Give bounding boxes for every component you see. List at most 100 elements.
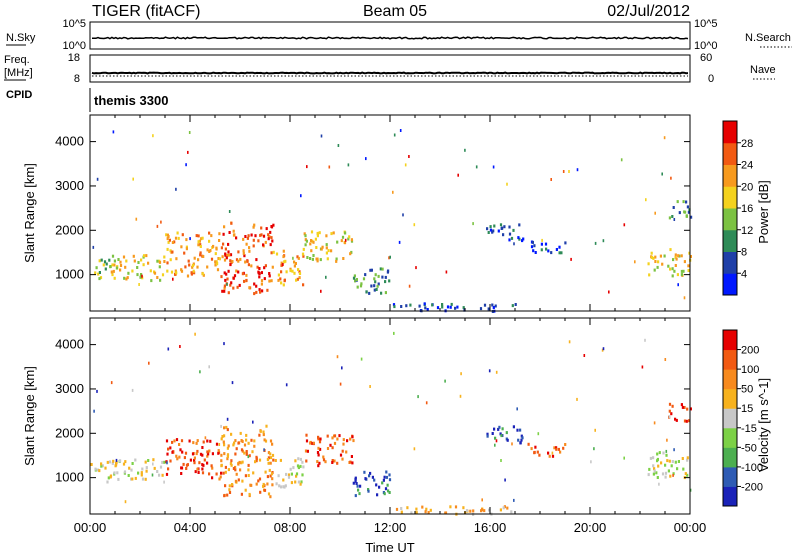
- velocity-cell: [454, 505, 458, 509]
- velocity-cell: [341, 457, 344, 461]
- velocity-cell: [386, 483, 389, 487]
- power-cell: [532, 249, 535, 253]
- velocity-cell: [294, 459, 297, 463]
- velocity-cell: [299, 482, 302, 486]
- velocity-cell: [267, 461, 270, 465]
- velocity-cell: [367, 489, 370, 493]
- velocity-cell: [165, 472, 169, 476]
- power-cell: [489, 228, 492, 232]
- power-cell: [647, 262, 650, 266]
- power-cell: [689, 255, 692, 258]
- velocity-y-tick-label: 1000: [55, 470, 84, 485]
- power-cell: [657, 260, 660, 264]
- velocity-y-tick-label: 2000: [55, 425, 84, 440]
- velocity-cell: [234, 468, 237, 472]
- velocity-cell: [393, 331, 395, 335]
- power-cell: [143, 254, 146, 258]
- power-cell: [230, 221, 233, 225]
- velocity-cell: [521, 436, 524, 440]
- velocity-cell: [333, 459, 336, 463]
- velocity-cell: [112, 459, 115, 463]
- velocity-cell: [226, 428, 229, 432]
- velocity-cell: [367, 488, 370, 491]
- power-cell: [193, 256, 196, 260]
- velocity-cell: [180, 472, 183, 475]
- velocity-scatter: [90, 331, 692, 516]
- power-cell: [216, 262, 219, 265]
- power-cell: [677, 283, 679, 287]
- velocity-cell: [676, 467, 679, 471]
- power-cell: [168, 238, 171, 242]
- velocity-cell: [117, 477, 120, 481]
- velocity-cell: [141, 467, 144, 471]
- velocity-colorbar-tick-label: -15: [741, 423, 757, 435]
- velocity-cell: [220, 463, 223, 467]
- power-cell: [669, 248, 672, 252]
- velocity-cell: [369, 385, 371, 388]
- velocity-cell: [648, 467, 651, 471]
- power-cell: [180, 268, 183, 272]
- power-cell: [218, 257, 221, 261]
- power-cell: [113, 259, 116, 263]
- velocity-cell: [201, 471, 205, 475]
- power-cell: [222, 232, 225, 236]
- velocity-cell: [244, 474, 247, 478]
- power-cell: [248, 246, 251, 250]
- power-cell: [185, 247, 188, 251]
- velocity-cell: [685, 419, 688, 423]
- power-cell: [262, 243, 265, 247]
- velocity-cell: [292, 466, 295, 470]
- power-cell: [285, 270, 288, 274]
- velocity-cell: [318, 461, 321, 465]
- power-cell: [352, 276, 356, 280]
- power-cell: [680, 254, 683, 258]
- velocity-cell: [385, 475, 388, 479]
- velocity-cell: [285, 383, 288, 387]
- power-cell: [489, 225, 492, 229]
- power-cell: [252, 238, 255, 242]
- noise-strip: N.Sky 10^5 10^0 10^5 10^0 N.Search: [6, 18, 792, 52]
- power-cell: [235, 269, 238, 273]
- velocity-cell: [198, 461, 201, 465]
- power-cell: [115, 266, 118, 270]
- power-cell: [133, 259, 136, 263]
- power-cell: [258, 275, 261, 279]
- velocity-cell: [289, 467, 292, 471]
- power-cell: [180, 269, 184, 273]
- power-cell: [163, 260, 166, 263]
- power-cell: [377, 282, 380, 286]
- power-cell: [413, 223, 416, 227]
- power-cell: [564, 241, 567, 245]
- velocity-cell: [206, 439, 209, 443]
- power-cell: [687, 264, 690, 268]
- velocity-cell: [499, 508, 502, 512]
- velocity-cell: [290, 481, 293, 485]
- velocity-cell: [137, 471, 140, 475]
- power-cell: [381, 267, 384, 271]
- velocity-cell: [147, 459, 150, 462]
- time-tick-label: 00:00: [74, 520, 107, 535]
- velocity-cell: [275, 482, 278, 486]
- velocity-cell: [277, 474, 280, 478]
- velocity-cell: [148, 361, 150, 365]
- velocity-colorbar-tick-label: -100: [741, 462, 763, 474]
- velocity-cell: [553, 446, 556, 450]
- velocity-cell: [241, 460, 244, 464]
- power-cell: [457, 173, 459, 177]
- power-cell: [670, 176, 672, 180]
- power-cell: [235, 236, 238, 240]
- power-cell: [656, 265, 659, 269]
- power-cell: [558, 245, 561, 249]
- velocity-cell: [247, 468, 250, 472]
- velocity-cell: [269, 495, 272, 499]
- power-cell: [117, 258, 120, 261]
- power-cell: [246, 259, 249, 263]
- velocity-cell: [350, 455, 353, 458]
- power-cell: [341, 235, 345, 239]
- velocity-cell: [506, 506, 509, 510]
- velocity-colorbar: 200 100 50 15 -15 -50 -100 -200: [722, 329, 763, 507]
- velocity-cell: [355, 482, 358, 485]
- power-cell: [576, 168, 579, 172]
- power-cell: [330, 232, 333, 236]
- time-tick-label: 08:00: [274, 520, 307, 535]
